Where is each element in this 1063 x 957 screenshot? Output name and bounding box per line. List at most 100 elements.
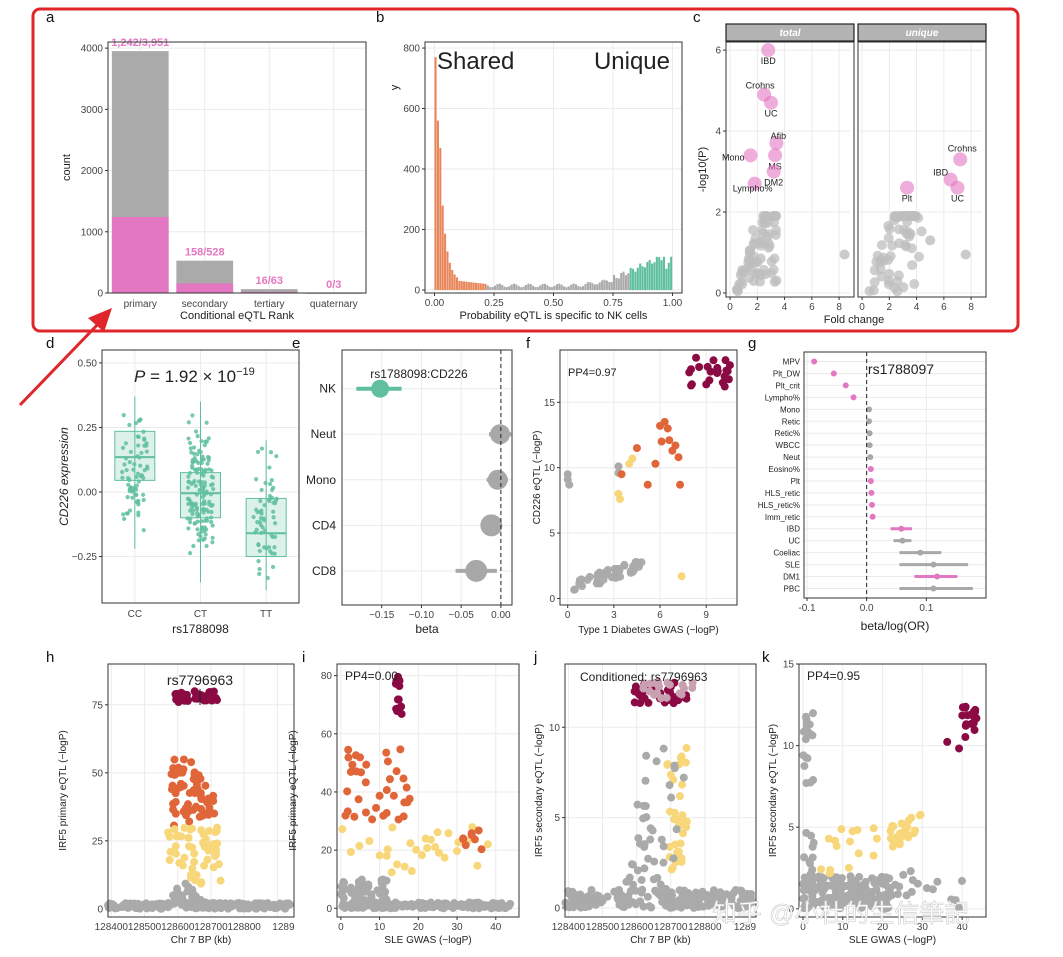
data-point: [628, 454, 637, 463]
data-point: [130, 495, 135, 500]
data-point: [186, 501, 191, 507]
point-label: Afib: [771, 131, 787, 141]
data-point: [909, 278, 920, 289]
shared-label: Shared: [437, 48, 514, 75]
x-tick-label: 128700: [194, 922, 228, 933]
data-point: [171, 797, 180, 806]
data-point: [187, 470, 193, 476]
data-point: [830, 370, 837, 377]
x-tick-label: 6: [809, 302, 815, 313]
histogram-bar: [491, 287, 494, 290]
data-point: [273, 501, 278, 506]
data-point: [209, 509, 214, 515]
data-point: [142, 436, 147, 441]
y-tick-label: 0: [97, 904, 103, 915]
data-point: [884, 268, 895, 279]
data-point: [375, 851, 384, 860]
data-point: [433, 828, 442, 837]
data-point: [961, 702, 970, 711]
data-point: [157, 904, 166, 913]
data-point: [632, 444, 641, 453]
histogram-bar: [553, 285, 556, 290]
data-point: [177, 832, 186, 841]
x-tick-label: 128800: [227, 922, 261, 933]
data-point: [184, 842, 193, 851]
panel-k: k 0 5 10 15 0 10 20 30 40 PP4=0.95 SLE GWAS (−logP)…: [762, 649, 987, 946]
histogram-bar: [489, 286, 492, 290]
histogram-bar: [515, 284, 518, 290]
data-point: [870, 879, 879, 888]
data-point: [622, 877, 631, 886]
data-point: [263, 480, 268, 486]
data-point: [141, 900, 150, 909]
data-point: [670, 764, 679, 773]
annotation: Conditioned: rs7796963: [580, 670, 708, 684]
histogram-bar: [536, 286, 539, 290]
data-point: [139, 450, 144, 456]
data-point: [133, 420, 139, 426]
data-point: [805, 859, 814, 868]
data-point: [913, 879, 922, 888]
x-axis-label: Probability eQTL is specific to NK cells: [460, 310, 648, 322]
histogram-bar: [436, 120, 439, 290]
data-point: [496, 902, 505, 911]
data-point: [393, 695, 402, 704]
point-label: Mono: [722, 152, 745, 162]
histogram-bar: [463, 281, 466, 290]
data-point: [826, 866, 835, 875]
data-point: [191, 543, 196, 549]
y-tick-label: 6: [715, 46, 721, 57]
histogram-bar: [486, 285, 489, 290]
data-point: [961, 733, 970, 742]
y-tick-label: 200: [403, 225, 420, 236]
data-point: [262, 503, 267, 508]
y-tick-label: 0: [715, 288, 721, 299]
data-point: [192, 478, 197, 484]
data-point: [204, 543, 209, 549]
x-tick-label: 0: [800, 922, 806, 933]
histogram-bar: [665, 268, 668, 290]
data-point: [377, 897, 386, 906]
data-point: [759, 213, 770, 224]
category-label: PBC: [784, 584, 801, 593]
data-point: [903, 211, 914, 222]
data-point: [872, 834, 881, 843]
histogram-bar: [558, 283, 561, 290]
data-point: [209, 519, 214, 525]
data-point: [801, 712, 810, 721]
y-tick-label: 40: [321, 787, 333, 798]
data-point: [203, 855, 212, 864]
data-point: [679, 773, 688, 782]
data-point: [564, 889, 573, 898]
data-point: [189, 450, 194, 455]
data-point: [848, 827, 857, 836]
data-point: [191, 445, 197, 450]
histogram-bar: [634, 271, 637, 290]
data-point: [928, 885, 937, 894]
data-point: [173, 884, 182, 893]
histogram-bar: [474, 282, 478, 290]
panel-label: h: [46, 649, 54, 666]
data-point: [867, 454, 874, 461]
data-point: [875, 256, 886, 267]
x-tick-label: 0.25: [484, 298, 504, 309]
data-point: [204, 439, 209, 444]
data-point: [639, 801, 648, 810]
data-point: [646, 824, 655, 833]
y-axis-label: IRF5 primary eQTL (−logP): [288, 730, 299, 851]
data-point: [651, 459, 660, 468]
data-point: [831, 881, 840, 890]
data-point: [611, 887, 620, 896]
panel-label: d: [46, 335, 54, 352]
data-point: [678, 829, 687, 838]
data-point: [170, 825, 179, 834]
data-point: [800, 893, 809, 902]
data-point: [124, 467, 129, 473]
histogram-bar: [648, 260, 651, 290]
data-point: [267, 498, 272, 504]
data-point: [668, 864, 677, 873]
histogram-bar: [572, 283, 575, 290]
data-point: [575, 579, 584, 588]
histogram-bar: [591, 283, 594, 290]
data-point: [191, 459, 196, 465]
